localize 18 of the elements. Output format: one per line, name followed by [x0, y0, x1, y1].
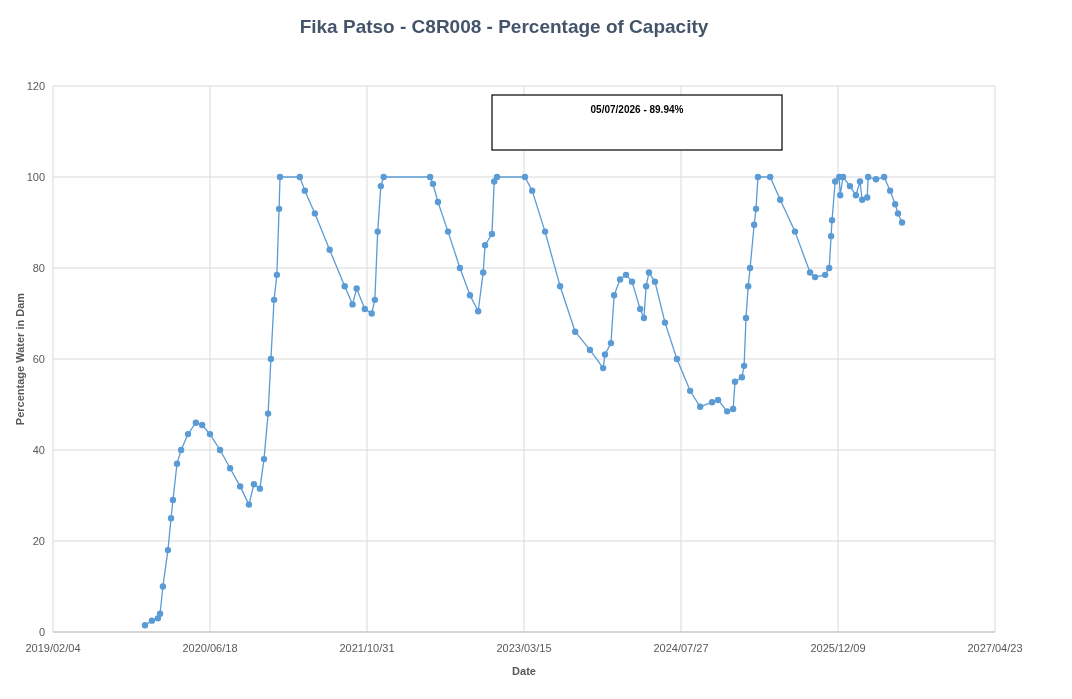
y-tick-label: 0	[38, 626, 45, 638]
x-tick-label: 2019/02/04	[25, 642, 81, 654]
y-tick-label: 20	[32, 535, 45, 547]
x-tick-label: 2020/06/18	[182, 642, 238, 654]
x-tick-label: 2027/04/23	[967, 642, 1023, 654]
chart-title: Fika Patso - C8R008 - Percentage of Capacity	[299, 16, 709, 37]
y-tick-label: 40	[32, 444, 45, 456]
y-tick-label: 100	[26, 171, 45, 183]
y-axis-title: Percentage Water in Dam	[14, 292, 26, 426]
x-tick-label: 2023/03/15	[496, 642, 552, 654]
x-tick-label: 2021/10/31	[339, 642, 395, 654]
x-tick-label: 2024/07/27	[653, 642, 709, 654]
x-tick-label: 2025/12/09	[810, 642, 866, 654]
annotation: 05/07/2026 - 89.94%	[590, 104, 684, 115]
x-axis-title: Date	[512, 665, 536, 677]
y-tick-label: 60	[32, 353, 45, 365]
y-tick-label: 120	[26, 80, 45, 92]
y-tick-label: 80	[32, 262, 45, 274]
